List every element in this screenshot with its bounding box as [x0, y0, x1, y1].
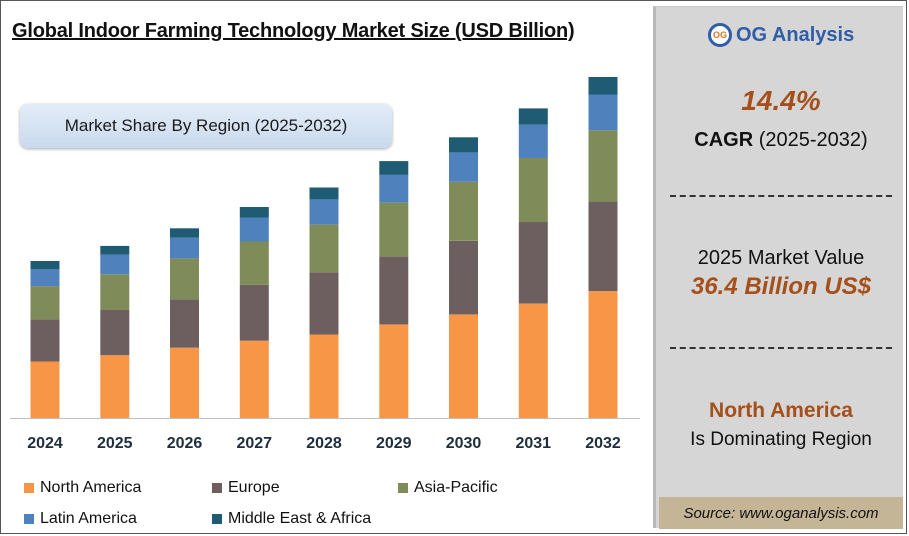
bar-segment-latin-america-2031 [518, 124, 548, 158]
bar-segment-middle-east-africa-2026 [170, 228, 199, 238]
bar-segment-asia-pacific-2024 [30, 286, 60, 320]
logo-text: OG Analysis [736, 23, 855, 46]
bar-segment-latin-america-2025 [100, 254, 130, 275]
logo-badge-icon: OG [708, 23, 732, 47]
dashed-separator [670, 195, 892, 197]
bar-segment-latin-america-2026 [170, 237, 199, 259]
bar-segment-north-america-2028 [309, 334, 339, 418]
bar-segment-europe-2026 [170, 299, 199, 348]
bar-segment-latin-america-2028 [309, 199, 339, 225]
bar-segment-asia-pacific-2030 [449, 181, 478, 241]
bar-segment-north-america-2031 [518, 303, 548, 418]
dominating-region: North America [709, 399, 853, 422]
x-tick-label-2031: 2031 [515, 435, 551, 452]
bar-segment-north-america-2026 [170, 347, 199, 418]
chart-subtitle: Market Share By Region (2025-2032) [20, 104, 392, 148]
bar-segment-latin-america-2029 [379, 174, 409, 203]
bar-segment-north-america-2029 [379, 324, 409, 418]
market-value-label: 2025 Market Value [697, 247, 865, 269]
og-analysis-logo: OG OG Analysis [708, 23, 854, 47]
bar-segment-europe-2027 [239, 284, 269, 341]
cagr-label-bold: CAGR [694, 129, 754, 151]
bar-segment-europe-2024 [30, 319, 60, 362]
bar-segment-asia-pacific-2026 [170, 258, 199, 300]
bar-segment-asia-pacific-2029 [379, 202, 409, 257]
bar-segment-north-america-2032 [588, 291, 618, 418]
bar-segment-europe-2032 [588, 201, 618, 292]
x-tick-label-2024: 2024 [27, 435, 63, 452]
stacked-bar-chart: 2024 2025 2026 2027 2028 2029 2030 2031 2032 [10, 77, 640, 452]
chart-title: Global Indoor Farming Technology Market … [12, 20, 575, 42]
bar-segment-latin-america-2027 [239, 217, 269, 242]
x-tick-label-2026: 2026 [167, 435, 203, 452]
x-tick-label-2028: 2028 [306, 435, 342, 452]
bar-segment-asia-pacific-2031 [518, 158, 548, 223]
bar-segment-middle-east-africa-2029 [379, 161, 409, 175]
x-tick-label-2025: 2025 [97, 435, 133, 452]
bar-segment-asia-pacific-2028 [309, 224, 339, 273]
bar-segment-europe-2028 [309, 272, 339, 335]
cagr-label-period: (2025-2032) [753, 129, 868, 151]
bar-segment-asia-pacific-2032 [588, 130, 618, 202]
dashed-separator [670, 347, 892, 349]
bar-segment-middle-east-africa-2032 [588, 77, 618, 95]
summary-panel: OG OG Analysis 14.4% CAGR (2025-2032) 20… [653, 6, 906, 529]
bar-segment-europe-2030 [449, 240, 478, 315]
x-tick-label-2027: 2027 [236, 435, 272, 452]
bar-segment-europe-2025 [100, 310, 130, 356]
x-tick-label-2029: 2029 [376, 435, 412, 452]
cagr-label: CAGR (2025-2032) [656, 129, 906, 152]
bar-segment-latin-america-2030 [449, 152, 478, 182]
bar-segment-latin-america-2024 [30, 269, 60, 287]
bar-segment-middle-east-africa-2030 [449, 137, 478, 153]
x-tick-label-2032: 2032 [585, 435, 621, 452]
bar-segment-north-america-2030 [449, 314, 478, 418]
bar-segment-middle-east-africa-2025 [100, 245, 130, 255]
bar-segment-north-america-2025 [100, 355, 130, 418]
bar-segment-europe-2029 [379, 256, 409, 325]
market-value: 36.4 Billion US$ [690, 273, 872, 300]
bar-segment-latin-america-2032 [588, 94, 618, 131]
dominating-region-text: Is Dominating Region [690, 429, 872, 450]
x-tick-label-2030: 2030 [446, 435, 482, 452]
bar-segment-middle-east-africa-2028 [309, 187, 339, 200]
cagr-value: 14.4% [741, 85, 821, 116]
bar-segment-asia-pacific-2025 [100, 274, 130, 310]
bar-segment-north-america-2024 [30, 361, 60, 418]
bar-segment-middle-east-africa-2024 [30, 261, 60, 270]
bar-segment-europe-2031 [518, 222, 548, 304]
bar-segment-middle-east-africa-2027 [239, 207, 269, 218]
bar-segment-asia-pacific-2027 [239, 241, 269, 285]
bar-segment-north-america-2027 [239, 340, 269, 418]
bar-segment-middle-east-africa-2031 [518, 108, 548, 125]
source-link[interactable]: Source: www.oganalysis.com [659, 497, 903, 529]
